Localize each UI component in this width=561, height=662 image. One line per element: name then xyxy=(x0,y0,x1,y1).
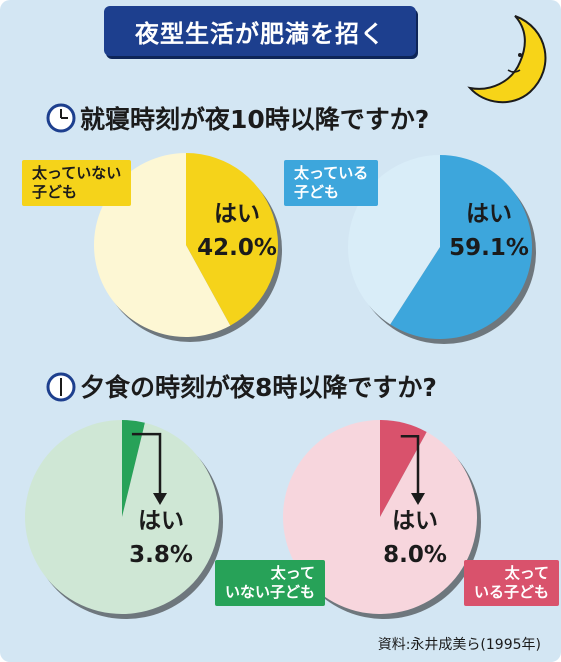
group-label-line: 太っている xyxy=(294,164,369,182)
clock-icon xyxy=(46,372,76,402)
group-label-line: 太って xyxy=(270,564,316,582)
pie-slice-yes xyxy=(380,420,427,517)
group-label-line: いる子ども xyxy=(474,583,550,601)
pointer-arrow xyxy=(131,432,162,501)
group-label-line: 子ども xyxy=(32,183,78,201)
clock-icon xyxy=(46,103,76,133)
pie-slice-yes xyxy=(186,153,278,326)
pie-slice-yes xyxy=(122,420,145,517)
question-dinner-time: 夕食の時刻が夜8時以降ですか? xyxy=(80,373,437,402)
group-label-line: 太って xyxy=(504,564,550,582)
slice-label-text: はい xyxy=(466,201,512,227)
slice-label-text: はい xyxy=(214,201,260,227)
slice-label-yes: はい 59.1% xyxy=(448,197,530,265)
slice-label-yes: はい 8.0% xyxy=(374,504,456,572)
pie-slice-other xyxy=(25,420,220,615)
group-label-not-obese: 太って いない子ども xyxy=(215,560,326,606)
group-label-line: 子ども xyxy=(294,183,340,201)
question-bedtime: 就寝時刻が夜10時以降ですか? xyxy=(80,105,430,134)
arrow-head xyxy=(153,493,167,505)
slice-label-yes: はい 3.8% xyxy=(120,504,202,572)
slice-value: 3.8% xyxy=(129,542,193,568)
group-label-line: いない子ども xyxy=(225,583,316,601)
group-label-line: 太っていない xyxy=(32,164,122,182)
group-label-not-obese: 太っていない 子ども xyxy=(22,160,132,206)
page-title: 夜型生活が肥満を招く xyxy=(104,6,416,56)
group-label-obese: 太っている 子ども xyxy=(284,160,379,206)
pointer-arrow xyxy=(400,434,420,501)
slice-value: 59.1% xyxy=(449,235,529,261)
slice-value: 8.0% xyxy=(383,542,447,568)
pie-slice-other xyxy=(282,420,477,614)
slice-label-yes: はい 42.0% xyxy=(196,197,278,265)
slice-label-text: はい xyxy=(392,508,438,534)
group-label-obese: 太って いる子ども xyxy=(464,560,560,606)
arrow-head xyxy=(411,493,425,505)
slice-label-text: はい xyxy=(138,508,184,534)
slice-value: 42.0% xyxy=(197,235,277,261)
source-note: 資料:永井成美ら(1995年) xyxy=(377,637,541,653)
pie-slice-yes xyxy=(390,155,532,339)
